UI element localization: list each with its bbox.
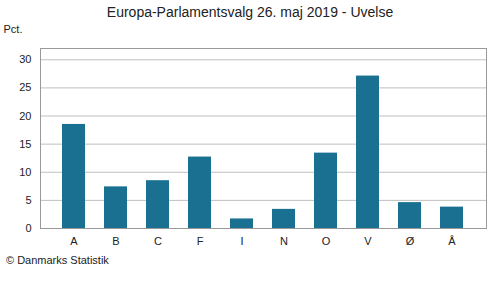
svg-text:Ø: Ø — [406, 235, 415, 247]
svg-text:25: 25 — [19, 81, 31, 93]
svg-text:C: C — [154, 235, 162, 247]
svg-text:F: F — [197, 235, 204, 247]
html-text:© Danmarks Statistik: © Danmarks Statistik — [6, 254, 109, 266]
html-text:Europa-Parlamentsvalg 26. maj: Europa-Parlamentsvalg 26. maj 2019 - Uve… — [106, 4, 394, 20]
svg-text:N: N — [280, 235, 288, 247]
svg-text:B: B — [112, 235, 119, 247]
svg-text:V: V — [364, 235, 372, 247]
svg-text:10: 10 — [19, 166, 31, 178]
svg-text:30: 30 — [19, 53, 31, 65]
svg-text:A: A — [70, 235, 78, 247]
svg-text:5: 5 — [25, 194, 31, 206]
svg-text:0: 0 — [25, 222, 31, 234]
svg-text:15: 15 — [19, 138, 31, 150]
svg-text:I: I — [240, 235, 243, 247]
svg-text:Pct.: Pct. — [4, 23, 23, 35]
svg-text:O: O — [322, 235, 331, 247]
svg-text:20: 20 — [19, 110, 31, 122]
svg-text:Å: Å — [448, 235, 456, 247]
